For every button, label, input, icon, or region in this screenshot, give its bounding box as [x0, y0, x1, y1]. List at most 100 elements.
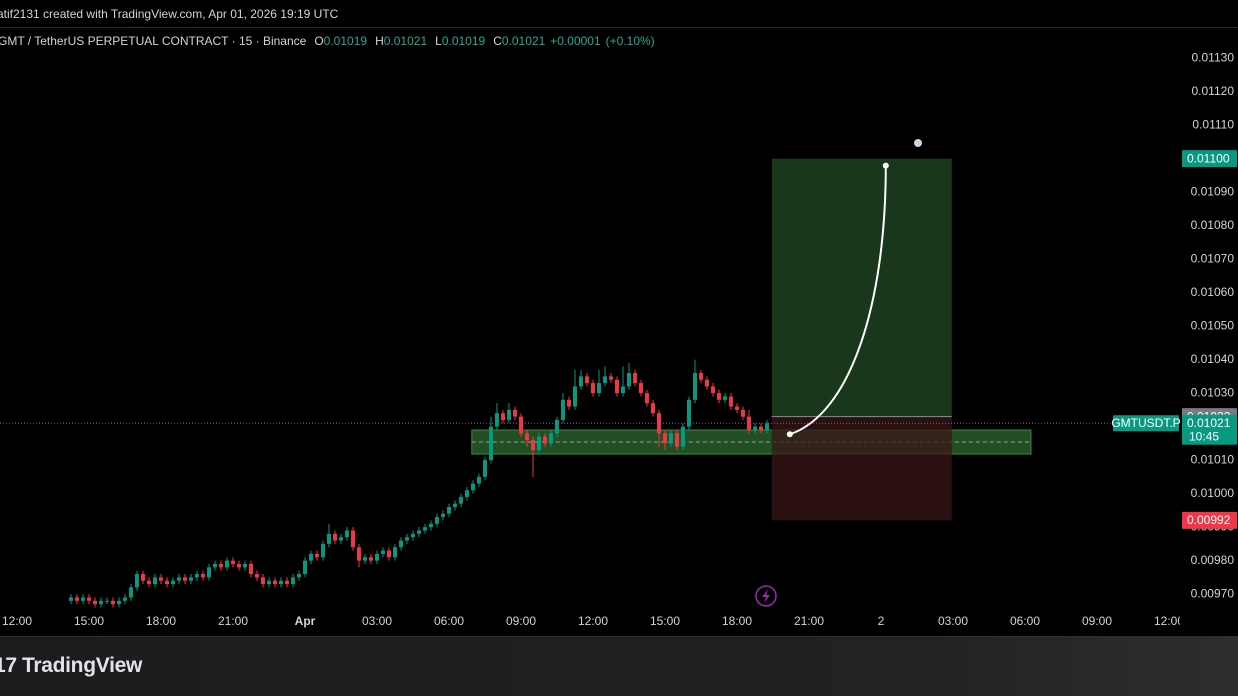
candle-body — [315, 553, 319, 558]
candle-body — [297, 574, 301, 578]
candle-body — [285, 580, 289, 585]
candle-body — [489, 426, 493, 461]
candle-body — [261, 577, 265, 585]
candle-body — [621, 386, 625, 394]
candle-body — [87, 597, 91, 601]
x-tick-label: 12:00 — [578, 614, 608, 628]
candle-body — [159, 577, 163, 581]
ohlc-key: O — [314, 34, 324, 48]
candle-body — [741, 409, 745, 417]
candle-body — [645, 393, 649, 404]
change: +0.00001 — [550, 34, 601, 48]
stop-tag: 0.00992 — [1187, 513, 1231, 527]
candle-body — [327, 533, 331, 544]
x-tick-label: 06:00 — [434, 614, 464, 628]
candle-body — [399, 540, 403, 548]
y-tick-label: 0.01090 — [1191, 184, 1235, 198]
candle-body — [657, 413, 661, 434]
candle-body — [165, 580, 169, 585]
candle-body — [591, 383, 595, 394]
candle-body — [705, 379, 709, 387]
symbol-tag-bg — [1113, 415, 1179, 432]
candle-body — [291, 577, 295, 585]
y-tick-label: 0.00970 — [1191, 586, 1235, 600]
y-tick-label: 0.01130 — [1192, 50, 1235, 64]
x-tick-label: 09:00 — [506, 614, 536, 628]
y-tick-label: 0.01110 — [1192, 117, 1234, 131]
candle-body — [507, 409, 511, 420]
candle-body — [393, 547, 397, 558]
candle-body — [519, 416, 523, 434]
candle-body — [597, 383, 601, 394]
candle-body — [255, 574, 259, 578]
x-tick-label: Apr — [295, 614, 316, 628]
last-price-tag: 0.01021 — [1187, 416, 1231, 430]
candle-body — [81, 597, 85, 601]
candle-body — [561, 399, 565, 420]
candle-body — [231, 560, 235, 564]
candle-body — [603, 376, 607, 384]
candle-body — [219, 563, 223, 568]
candle-body — [279, 580, 283, 585]
candle-body — [375, 553, 379, 561]
y-tick-label: 0.01120 — [1192, 84, 1235, 98]
candle-body — [579, 376, 583, 387]
candle-body — [447, 507, 451, 514]
ohlc-key: H — [375, 34, 384, 48]
symbol-tag: GMTUSDT.P — [1111, 416, 1180, 430]
candle-body — [225, 560, 229, 568]
candle-body — [675, 433, 679, 447]
candle-body — [201, 574, 205, 578]
candle-body — [477, 476, 481, 484]
candle-body — [501, 413, 505, 420]
candle-body — [441, 513, 445, 518]
countdown: 10:45 — [1189, 429, 1219, 443]
y-tick-label: 0.01000 — [1191, 486, 1235, 500]
candle-body — [459, 496, 463, 504]
candle-body — [189, 577, 193, 581]
candle-body — [765, 423, 769, 430]
x-tick-label: 2 — [878, 614, 885, 628]
candle-body — [495, 413, 499, 427]
candle-body — [171, 580, 175, 585]
candle-body — [585, 376, 589, 384]
candle-body — [357, 547, 361, 561]
x-tick-label: 21:00 — [218, 614, 248, 628]
candle-body — [345, 530, 349, 538]
candle-body — [309, 553, 313, 561]
candle-body — [99, 600, 103, 605]
candle-body — [639, 383, 643, 394]
y-tick-label: 0.01070 — [1191, 251, 1235, 265]
x-tick-label: 15:00 — [74, 614, 104, 628]
y-tick-label: 0.01080 — [1191, 218, 1235, 232]
candle-body — [207, 567, 211, 578]
candle-body — [123, 597, 127, 601]
x-tick-label: 21:00 — [794, 614, 824, 628]
target-tag: 0.01100 — [1187, 151, 1230, 165]
candle-body — [549, 433, 553, 444]
candle-body — [711, 386, 715, 394]
candle-body — [483, 460, 487, 477]
last-price-tag-bg — [1182, 414, 1237, 445]
candle-body — [195, 574, 199, 578]
arrow-end — [882, 162, 889, 169]
candle-body — [177, 577, 181, 581]
candle-body — [435, 517, 439, 524]
y-tick-label: 0.01030 — [1191, 385, 1235, 399]
profit-area — [771, 158, 952, 417]
candle-body — [573, 386, 577, 407]
y-tick-label: 0.00980 — [1191, 553, 1235, 567]
brand: 17TradingView — [0, 654, 142, 678]
arrow-start — [786, 431, 793, 438]
candle-body — [381, 550, 385, 554]
change-pct: (+0.10%) — [605, 34, 655, 48]
y-tick-label: 0.01040 — [1191, 352, 1235, 366]
candle-body — [69, 597, 73, 601]
symbol-title: GMT / TetherUS PERPETUAL CONTRACT · 15 ·… — [0, 34, 307, 48]
candle-body — [717, 393, 721, 400]
candle-body — [453, 503, 457, 508]
candle-body — [369, 557, 373, 561]
footer: 17TradingView — [0, 636, 1238, 696]
candle-body — [321, 543, 325, 558]
